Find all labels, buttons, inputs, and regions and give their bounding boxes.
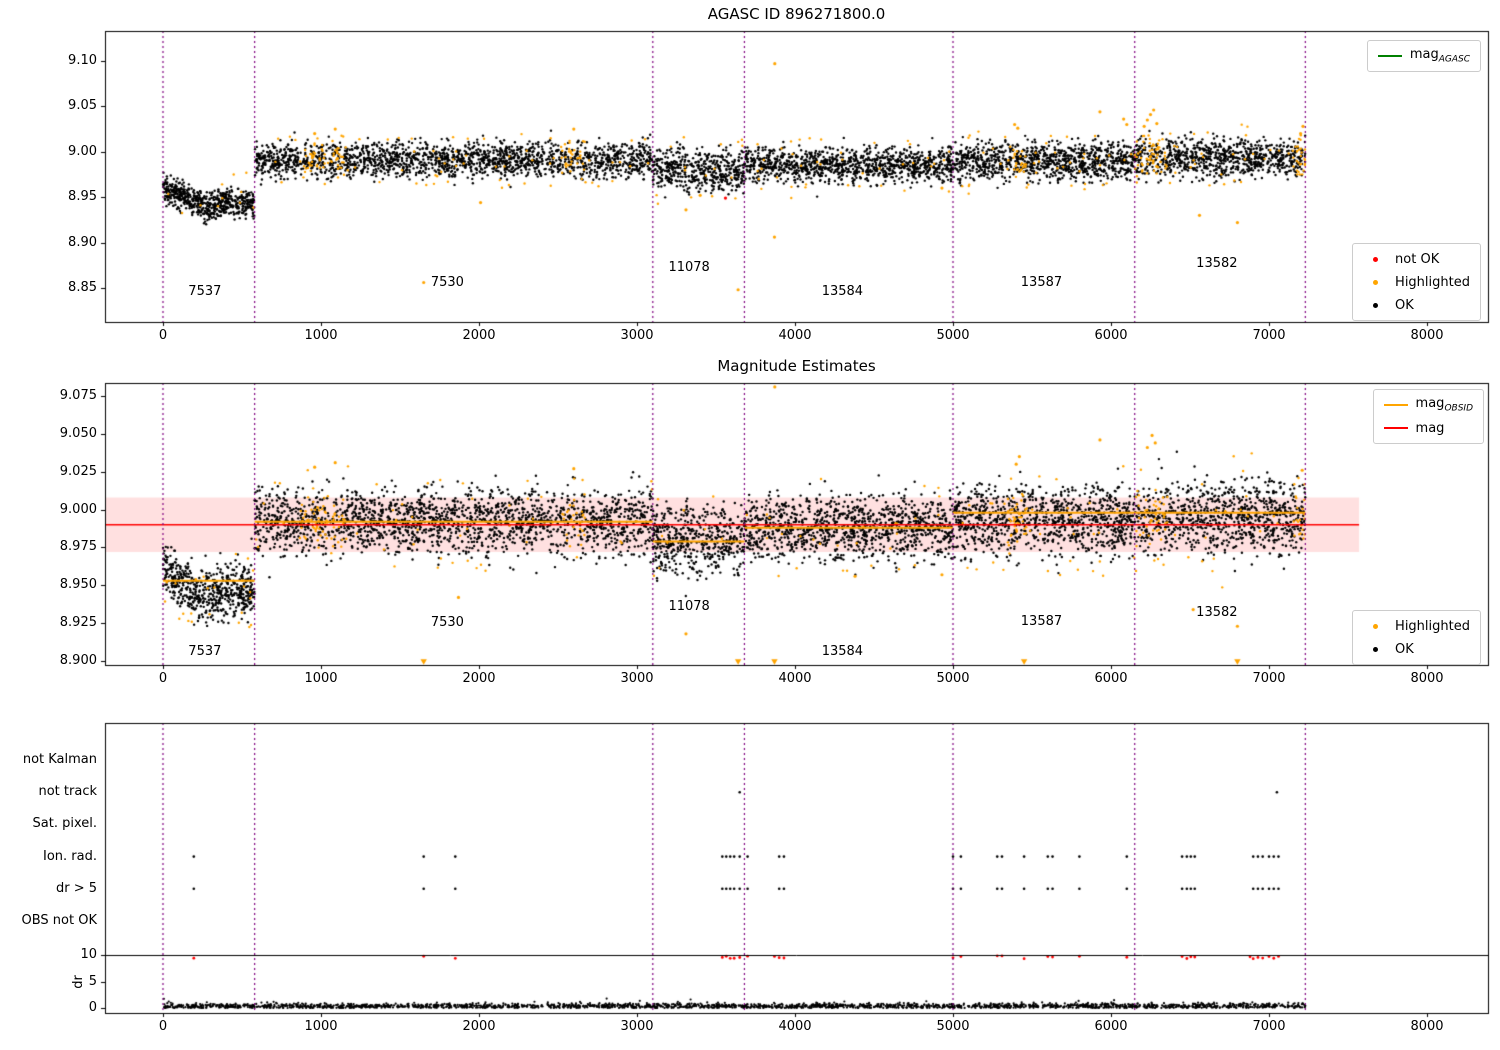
figure: AGASC ID 896271800.0 0 1000 2000 3000 4000 500… — [0, 0, 1500, 1050]
plots-canvas — [0, 0, 1500, 1050]
